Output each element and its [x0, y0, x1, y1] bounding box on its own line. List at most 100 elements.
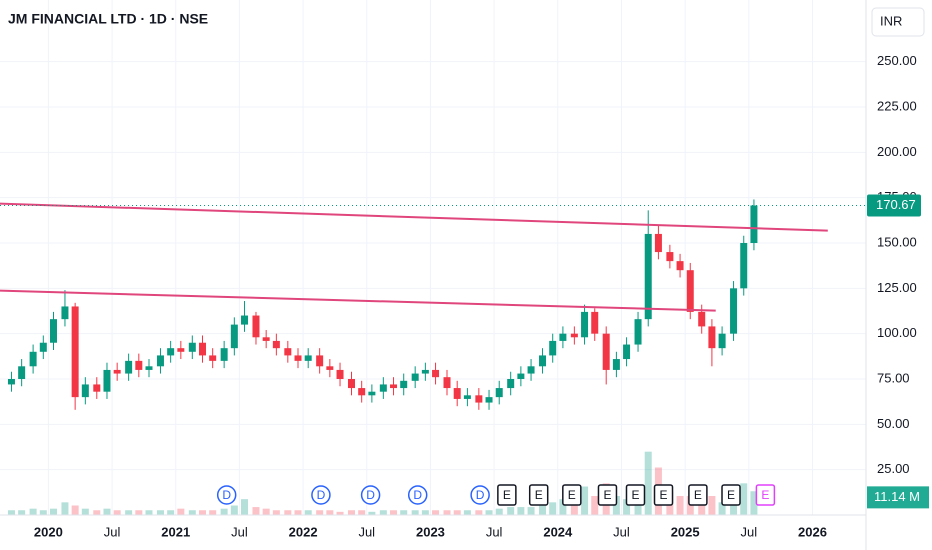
volume-bar [411, 510, 419, 515]
candle-body [125, 360, 133, 374]
candle-body [400, 380, 408, 389]
candle-body [113, 369, 121, 374]
event-marker [688, 484, 708, 506]
x-tick-label: 2022 [289, 524, 318, 539]
candle-body [740, 242, 748, 289]
x-tick-label: Jul [613, 524, 630, 539]
volume-bar [698, 499, 706, 515]
volume-bar [708, 496, 716, 515]
x-tick-label: Jul [486, 524, 503, 539]
volume-bar [485, 510, 493, 515]
event-label: D [366, 488, 375, 502]
volume-bar [432, 510, 440, 515]
y-tick-label: 125.00 [877, 280, 917, 295]
volume-bar [549, 502, 557, 515]
volume-bar [463, 510, 471, 515]
candle-body [730, 288, 738, 334]
event-marker [721, 484, 741, 506]
y-tick-label: 250.00 [877, 53, 917, 68]
candle-body [29, 351, 37, 367]
event-marker [311, 485, 331, 505]
volume-bar [145, 510, 153, 515]
last-volume-tag [867, 486, 929, 509]
candle-body [549, 340, 557, 356]
candle-body [145, 366, 153, 370]
volume-bar [676, 496, 684, 515]
x-tick-label: Jul [358, 524, 375, 539]
candle-body [432, 369, 440, 378]
candle-body [475, 395, 483, 403]
x-tick-label: Jul [231, 524, 248, 539]
x-tick-label: Jul [741, 524, 758, 539]
event-label: E [603, 488, 611, 502]
event-label: D [222, 488, 231, 502]
currency-box[interactable] [871, 7, 925, 37]
volume-bar [358, 510, 366, 515]
event-marker [528, 484, 549, 506]
volume-bar [71, 505, 79, 515]
x-tick-label: 2023 [416, 524, 445, 539]
y-tick-label: 225.00 [877, 98, 917, 113]
event-marker [755, 484, 776, 506]
candle-body [198, 342, 206, 356]
candle-body [527, 366, 535, 374]
volume-bar [390, 510, 398, 515]
last-price-label: 170.67 [876, 197, 916, 212]
candle-body [750, 205, 758, 243]
trendline [0, 202, 828, 232]
candle-body [103, 369, 111, 392]
volume-bar [167, 510, 175, 515]
volume-bar [443, 510, 451, 515]
volume-bar [507, 507, 515, 515]
volume-bar [188, 510, 196, 515]
volume-bar [241, 499, 249, 515]
chart-title: JM FINANCIAL LTD · 1D · NSE [8, 11, 208, 27]
candle-body [241, 315, 249, 325]
candle-body [347, 378, 355, 389]
event-label: D [317, 488, 326, 502]
volume-bar [284, 510, 292, 515]
candle-body [602, 333, 610, 370]
event-marker [470, 485, 490, 505]
volume-bar [581, 486, 589, 515]
event-label: E [761, 488, 769, 502]
candle-body [156, 355, 164, 367]
x-tick-label: 2020 [34, 524, 63, 539]
candle-body [421, 369, 429, 374]
candle-body [284, 348, 292, 356]
candle-body [390, 384, 398, 389]
volume-bar [29, 508, 37, 515]
trendline [0, 289, 716, 312]
volume-bar [368, 511, 376, 515]
volume-bar [209, 510, 217, 515]
candle-body [485, 397, 493, 403]
candle-body [368, 391, 376, 396]
volume-bar [421, 510, 429, 515]
candle-body [294, 355, 302, 361]
volume-bar [39, 510, 47, 515]
event-label: E [503, 488, 511, 502]
volume-bar [93, 510, 101, 515]
event-label: E [568, 488, 576, 502]
candle-body [316, 355, 324, 367]
volume-bar [177, 508, 185, 515]
candle-body [666, 252, 674, 262]
grid [0, 0, 866, 515]
event-marker [216, 485, 237, 505]
volume-bar [475, 510, 483, 515]
candle-body [272, 340, 280, 349]
volume-bar [347, 510, 355, 515]
candle-body [623, 344, 631, 360]
event-label: E [660, 488, 668, 502]
volume-bar [272, 510, 280, 515]
volume-bar [262, 508, 270, 515]
volume-bar [49, 508, 57, 515]
candle-body [634, 319, 642, 345]
candle-body [644, 233, 652, 320]
candle-body [708, 326, 716, 349]
volume-bar [591, 496, 599, 515]
event-label: E [694, 488, 702, 502]
volume-bar [294, 510, 302, 515]
